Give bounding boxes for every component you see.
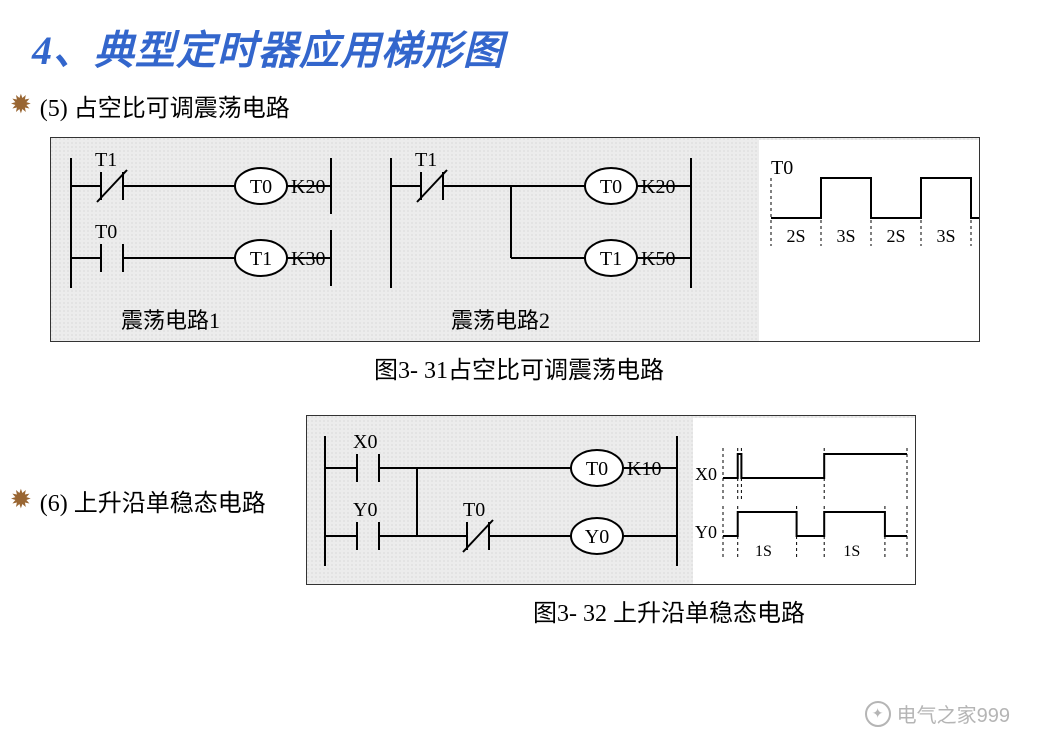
figure-3-31-diagram: T1T0K20T0T1K30震荡电路1T1T0K20T1K50震荡电路2T02S…: [50, 137, 1038, 342]
bullet-star-icon: ✹: [10, 483, 40, 515]
svg-text:3S: 3S: [836, 226, 855, 246]
svg-text:T1: T1: [600, 248, 622, 270]
ladder-diagram-2: X0T0K10Y0T0Y0X0Y01S1S: [306, 415, 916, 585]
svg-text:X0: X0: [695, 464, 717, 484]
section6-label: (6) 上升沿单稳态电路: [40, 483, 266, 518]
page-title: 4、典型定时器应用梯形图: [0, 0, 1038, 76]
ladder-diagram-1: T1T0K20T0T1K30震荡电路1T1T0K20T1K50震荡电路2T02S…: [50, 137, 980, 342]
fig32-num: 图3- 32: [533, 601, 607, 627]
svg-text:T0: T0: [95, 221, 117, 243]
svg-text:2S: 2S: [886, 226, 905, 246]
section6-text: 上升沿单稳态电路: [74, 491, 266, 517]
section6-num: (6): [40, 491, 68, 517]
svg-text:2S: 2S: [786, 226, 805, 246]
figure-3-31-caption: 图3- 31占空比可调震荡电路: [0, 350, 1038, 385]
svg-text:Y0: Y0: [585, 526, 609, 548]
section5-label: (5) 占空比可调震荡电路: [40, 88, 290, 123]
svg-text:震荡电路1: 震荡电路1: [121, 308, 220, 333]
svg-text:X0: X0: [353, 431, 377, 453]
wechat-icon: ✦: [865, 701, 891, 727]
section5-text: 占空比可调震荡电路: [74, 96, 290, 122]
svg-text:1S: 1S: [843, 543, 860, 560]
svg-text:T1: T1: [95, 149, 117, 171]
fig32-text: 上升沿单稳态电路: [607, 601, 805, 627]
section-5: ✹ (5) 占空比可调震荡电路: [0, 76, 1038, 123]
figure-3-32-caption: 图3- 32 上升沿单稳态电路: [0, 593, 1038, 628]
section5-num: (5): [40, 96, 68, 122]
watermark: ✦ 电气之家999: [865, 699, 1010, 728]
svg-text:3S: 3S: [936, 226, 955, 246]
svg-text:T0: T0: [250, 176, 272, 198]
svg-text:T0: T0: [600, 176, 622, 198]
fig31-num: 图3- 31: [374, 358, 448, 384]
figure-3-32-diagram: X0T0K10Y0T0Y0X0Y01S1S: [306, 415, 916, 585]
fig31-text: 占空比可调震荡电路: [448, 358, 664, 384]
section-6: ✹ (6) 上升沿单稳态电路: [0, 483, 266, 518]
svg-text:Y0: Y0: [695, 522, 717, 542]
svg-text:T0: T0: [463, 499, 485, 521]
svg-text:震荡电路2: 震荡电路2: [451, 308, 550, 333]
bullet-star-icon: ✹: [10, 88, 40, 120]
svg-text:Y0: Y0: [353, 499, 377, 521]
svg-text:1S: 1S: [755, 543, 772, 560]
svg-text:T0: T0: [771, 157, 793, 179]
svg-text:T1: T1: [250, 248, 272, 270]
svg-text:T0: T0: [586, 458, 608, 480]
section-6-row: ✹ (6) 上升沿单稳态电路 X0T0K10Y0T0Y0X0Y01S1S: [0, 415, 1038, 585]
watermark-text: 电气之家999: [897, 699, 1010, 728]
svg-text:T1: T1: [415, 149, 437, 171]
